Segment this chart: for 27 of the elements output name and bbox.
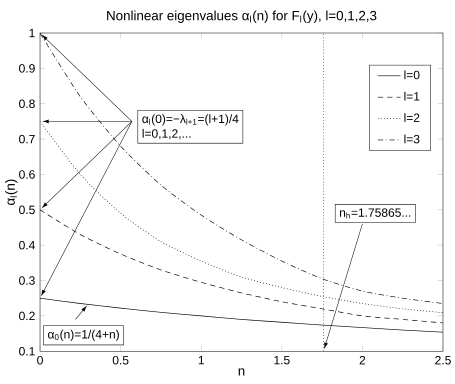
legend-label: l=1 xyxy=(404,92,420,100)
annotation: α$_{l}$(0)=−λ$_{l+1}$=(l+1)/4 xyxy=(142,114,239,126)
x-tick-label: 0 xyxy=(37,356,43,364)
y-tick-label: 0.8 xyxy=(19,99,35,108)
chart-title: Nonlinear eigenvalues α$_{l}$(n) for F$_{l}$(y), l=0,1,2,3 xyxy=(107,10,376,23)
x-axis-title: n xyxy=(238,368,244,376)
y-axis-title: α$_{l}$(n) xyxy=(5,179,18,205)
legend-label: l=2 xyxy=(404,113,420,122)
annotation: n$_{h}$=1.75865... xyxy=(340,208,410,218)
y-tick-label: 0.5 xyxy=(19,205,35,214)
x-tick-label: 1 xyxy=(198,356,204,364)
x-tick-label: 2.5 xyxy=(435,356,451,364)
y-tick-label: 0.9 xyxy=(19,64,35,73)
annotation: l=0,1,2,... xyxy=(142,128,190,140)
y-tick-label: 0.7 xyxy=(19,134,35,144)
x-tick-label: 0.5 xyxy=(112,356,128,364)
x-tick-label: 1.5 xyxy=(274,356,290,364)
y-tick-label: 0.4 xyxy=(19,240,35,250)
legend-label: l=3 xyxy=(404,134,420,144)
y-tick-label: 0.3 xyxy=(19,276,35,285)
annotation: α$_{0}$(n)=1/(4+n) xyxy=(48,330,119,341)
y-tick-label: 1 xyxy=(30,28,35,38)
legend-label: l=0 xyxy=(404,70,420,80)
y-tick-label: 0.2 xyxy=(19,312,35,320)
y-tick-label: 0.6 xyxy=(19,170,35,179)
y-tick-label: 0.1 xyxy=(19,346,35,356)
x-tick-label: 2 xyxy=(360,356,366,364)
